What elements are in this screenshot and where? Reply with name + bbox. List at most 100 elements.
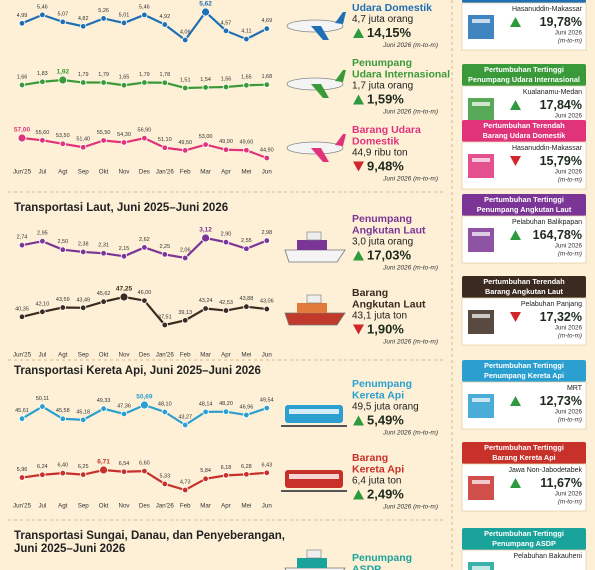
ship-bridge <box>306 549 322 559</box>
card-icon-detail <box>472 158 490 162</box>
data-label: 43,24 <box>199 298 213 304</box>
data-label: 1,66 <box>17 75 28 81</box>
data-label: 2,90 <box>221 232 232 238</box>
data-label: 43,59 <box>56 297 70 303</box>
data-point <box>222 238 230 246</box>
card-icon <box>468 476 494 500</box>
panel-change: 9,48% <box>367 158 404 173</box>
x-tick-label: Nov <box>118 352 130 359</box>
x-tick-label: Feb <box>180 169 191 176</box>
x-tick-label: Agt <box>58 169 68 176</box>
panel-period: Juni 2026 (m-to-m) <box>382 176 438 183</box>
data-point <box>263 25 270 32</box>
card-place: Hasanuddin-Makassar <box>512 6 583 13</box>
data-label: 2,62 <box>139 237 150 243</box>
data-point <box>181 317 189 324</box>
x-tick-label: Apr <box>221 503 231 510</box>
data-point <box>181 486 189 494</box>
data-label: 4,92 <box>159 14 170 20</box>
data-label: 1,83 <box>37 71 48 77</box>
data-point <box>120 253 128 260</box>
change-arrow <box>353 324 364 335</box>
data-label: 6,24 <box>37 464 48 470</box>
ship-bridge <box>306 231 322 241</box>
panel-period: Juni 2026 (m-to-m) <box>382 430 438 437</box>
data-point <box>120 82 128 89</box>
card-header-text: Pertumbuhan Tertinggi <box>484 361 564 370</box>
data-point <box>201 7 211 17</box>
x-tick-label: Sep <box>78 352 90 359</box>
card-period: Juni 2026 <box>555 325 583 332</box>
data-point <box>181 84 189 92</box>
section-title: Transportasi Laut, Juni 2025–Juni 2026 <box>14 202 228 214</box>
data-label: 48,20 <box>219 401 233 407</box>
data-label: 47,36 <box>117 403 131 409</box>
data-point <box>100 137 107 144</box>
panel-amount: 6,4 juta ton <box>352 476 401 487</box>
card-period: (m-to-m) <box>558 333 582 340</box>
panel-name: Udara Domestik <box>352 2 432 14</box>
data-point <box>181 36 189 44</box>
x-tick-label: Nov <box>118 169 130 176</box>
data-point <box>39 471 46 478</box>
card-place: Pelabuhan Balikpapan <box>512 219 582 226</box>
section-title: Transportasi Kereta Api, Juni 2025–Juni … <box>14 365 261 377</box>
x-tick-label: Apr <box>221 352 231 359</box>
card-header <box>462 0 586 3</box>
card-change-arrow <box>510 100 521 110</box>
data-point <box>161 21 168 28</box>
data-point <box>201 233 211 243</box>
x-tick-label: Mei <box>241 169 251 176</box>
card-header-text: Penumpang Angkutan Laut <box>477 205 572 214</box>
x-tick-label: Mar <box>200 169 211 176</box>
data-label: 4,69 <box>261 18 272 24</box>
card-header-text: Pertumbuhan Tertinggi <box>484 529 564 538</box>
card-change: 17,32% <box>540 310 582 324</box>
data-point <box>243 35 250 43</box>
data-point <box>263 237 270 244</box>
card-icon-detail <box>472 19 490 23</box>
x-tick-label: Feb <box>180 503 191 510</box>
data-label: 1,51 <box>180 77 191 83</box>
data-label: 51,10 <box>158 137 172 143</box>
x-tick-label: Jul <box>38 503 46 510</box>
panel-period: Juni 2026 (m-to-m) <box>382 339 438 346</box>
data-point <box>141 79 148 86</box>
card-place: Jawa Non-Jabodetabek <box>508 467 582 474</box>
panel-period: Juni 2026 (m-to-m) <box>382 265 438 272</box>
data-label: 50,69 <box>136 394 153 401</box>
ship-hull <box>284 249 346 263</box>
data-label: 49,90 <box>219 139 233 145</box>
card-place: Pelabuhan Panjang <box>521 301 582 308</box>
data-point <box>181 254 189 262</box>
data-label: 5,01 <box>119 12 130 18</box>
data-label: 1,65 <box>241 75 252 81</box>
data-point <box>79 416 87 424</box>
card-change: 17,84% <box>540 98 582 112</box>
card-header-text: Barang Angkutan Laut <box>485 287 564 296</box>
data-label: 2,50 <box>57 239 68 245</box>
data-point <box>58 75 68 85</box>
card-header-text: Barang Udara Domestik <box>483 131 567 140</box>
card-header-text: Barang Kereta Api <box>492 453 555 462</box>
card-place: Kualanamu-Medan <box>523 89 582 96</box>
plane-tail <box>335 134 346 146</box>
x-tick-label: Okt <box>99 352 109 359</box>
data-label: 49,60 <box>240 140 254 146</box>
panel-amount: 3,0 juta orang <box>352 237 413 248</box>
card-icon-detail <box>472 232 490 236</box>
data-point <box>59 469 66 477</box>
card-header <box>462 276 586 298</box>
x-tick-label: Okt <box>99 503 109 510</box>
x-tick-label: Des <box>139 503 150 510</box>
card-period: Juni 2026 <box>555 491 583 498</box>
train-rail <box>281 490 347 492</box>
section-title: Juni 2025–Juni 2026 <box>14 543 125 555</box>
x-tick-label: Mei <box>241 503 251 510</box>
data-point <box>202 141 209 148</box>
data-point <box>18 313 26 321</box>
data-label: 47,25 <box>116 286 133 293</box>
data-label: 2,31 <box>98 243 109 249</box>
data-point <box>222 27 230 35</box>
data-label: 55,50 <box>97 130 111 136</box>
